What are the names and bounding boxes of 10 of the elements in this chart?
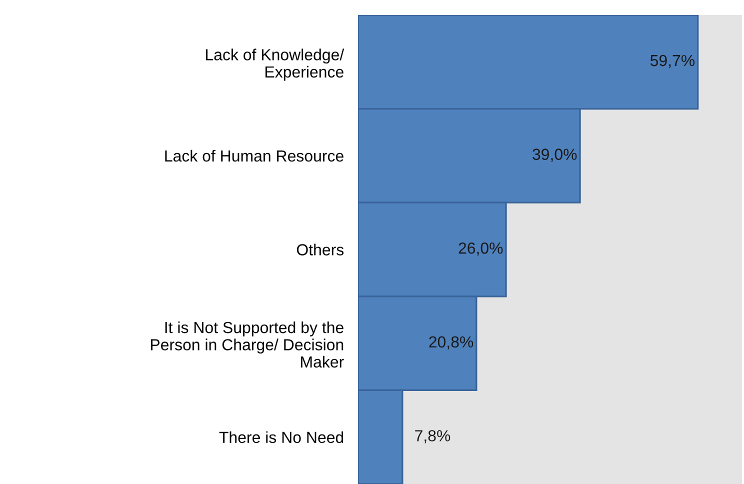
data-label: 26,0% bbox=[458, 242, 503, 256]
data-label: 59,7% bbox=[650, 54, 695, 68]
data-label: 7,8% bbox=[415, 430, 450, 444]
y-tick-label: There is No Need bbox=[219, 431, 344, 444]
data-label: 39,0% bbox=[532, 148, 577, 162]
y-tick-label: Lack of Human Resource bbox=[165, 150, 344, 162]
y-tick-label: Others bbox=[296, 244, 344, 256]
data-label: 20,8% bbox=[429, 336, 474, 350]
y-tick-label: It is Not Supported by the Person in Charge/ Decision Maker bbox=[151, 321, 344, 368]
y-tick-label: Lack of Knowledge/ Experience bbox=[206, 48, 344, 81]
